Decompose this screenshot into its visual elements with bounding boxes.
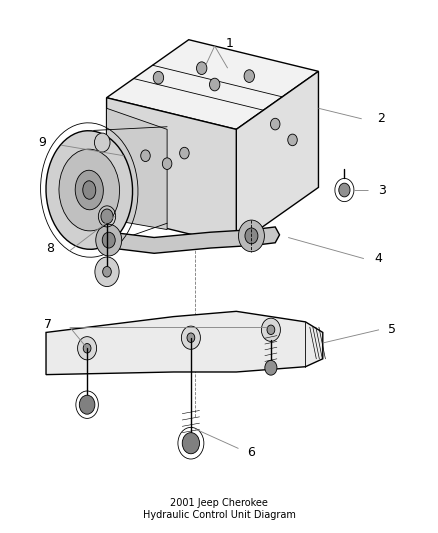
Ellipse shape bbox=[83, 181, 96, 199]
Polygon shape bbox=[106, 108, 167, 230]
Polygon shape bbox=[89, 224, 279, 253]
Circle shape bbox=[79, 395, 95, 414]
Circle shape bbox=[288, 134, 297, 146]
Ellipse shape bbox=[46, 131, 133, 249]
Circle shape bbox=[270, 118, 280, 130]
Circle shape bbox=[267, 325, 275, 335]
Circle shape bbox=[102, 232, 115, 248]
Circle shape bbox=[78, 337, 97, 360]
Ellipse shape bbox=[59, 149, 120, 231]
Circle shape bbox=[101, 209, 113, 224]
Polygon shape bbox=[46, 311, 323, 375]
Circle shape bbox=[162, 158, 172, 169]
Circle shape bbox=[339, 183, 350, 197]
Text: 3: 3 bbox=[378, 183, 386, 197]
Text: 6: 6 bbox=[247, 446, 255, 459]
Circle shape bbox=[180, 147, 189, 159]
Circle shape bbox=[197, 62, 207, 75]
Text: 7: 7 bbox=[44, 318, 52, 331]
Circle shape bbox=[95, 257, 119, 287]
Text: 4: 4 bbox=[374, 252, 382, 265]
Polygon shape bbox=[106, 98, 236, 245]
Ellipse shape bbox=[75, 170, 103, 210]
Text: 8: 8 bbox=[46, 241, 54, 255]
Circle shape bbox=[95, 133, 110, 152]
Circle shape bbox=[96, 224, 122, 256]
Text: 5: 5 bbox=[388, 324, 396, 336]
Text: 9: 9 bbox=[38, 136, 46, 149]
Polygon shape bbox=[236, 71, 318, 245]
Circle shape bbox=[102, 266, 111, 277]
Circle shape bbox=[238, 220, 265, 252]
Circle shape bbox=[265, 360, 277, 375]
Text: 1: 1 bbox=[226, 37, 234, 50]
Circle shape bbox=[181, 326, 201, 349]
Circle shape bbox=[141, 150, 150, 161]
Circle shape bbox=[209, 78, 220, 91]
Circle shape bbox=[245, 228, 258, 244]
Circle shape bbox=[83, 343, 91, 353]
Circle shape bbox=[187, 333, 195, 342]
Circle shape bbox=[153, 71, 164, 84]
Text: 2001 Jeep Cherokee
Hydraulic Control Unit Diagram: 2001 Jeep Cherokee Hydraulic Control Uni… bbox=[142, 498, 296, 520]
Circle shape bbox=[182, 433, 200, 454]
Polygon shape bbox=[106, 39, 318, 130]
Circle shape bbox=[244, 70, 254, 83]
Text: 2: 2 bbox=[377, 112, 385, 125]
Circle shape bbox=[261, 318, 280, 342]
